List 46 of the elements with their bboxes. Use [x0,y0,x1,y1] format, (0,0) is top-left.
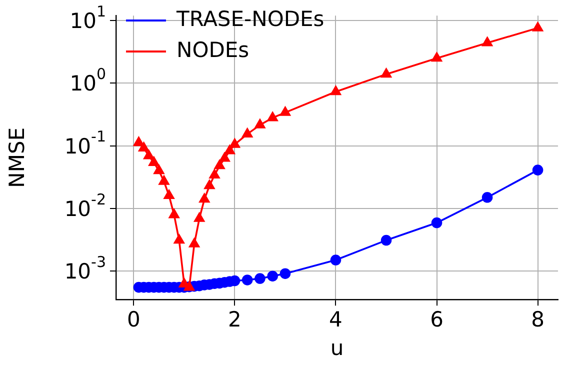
point [158,176,170,185]
point [189,238,200,248]
x-tick-label: 8 [531,308,544,332]
point [214,160,225,170]
point [144,150,154,160]
point [280,106,290,116]
point [380,234,392,246]
point [168,208,180,218]
point [254,119,266,128]
point [482,192,493,203]
point [432,52,442,62]
point [174,234,184,244]
x-tick-label: 2 [228,308,242,332]
point [267,112,278,122]
point [219,152,230,162]
point [138,142,150,152]
point [178,278,190,288]
point [134,136,144,146]
point [148,156,160,166]
point [164,190,174,200]
point [330,254,342,266]
x-tick-label: 6 [430,308,444,332]
point [381,68,392,78]
legend-label: NODEs [176,38,250,62]
point [532,164,544,176]
point [330,86,341,96]
point [209,169,220,179]
point [224,144,235,154]
y-axis-title: NMSE [5,127,30,188]
point [431,217,442,228]
point [194,212,205,222]
point [267,270,278,282]
point [532,22,544,32]
point [482,36,493,46]
point [199,193,210,203]
point [242,128,253,138]
point [254,273,266,284]
point [154,164,164,174]
x-tick-label: 0 [126,308,140,332]
x-axis-title: u [330,336,344,360]
point [242,274,253,286]
point [280,268,291,280]
point [229,138,240,148]
legend-label: TRASE-NODEs [176,6,324,31]
x-tick-label: 4 [329,308,342,332]
point [204,180,215,190]
